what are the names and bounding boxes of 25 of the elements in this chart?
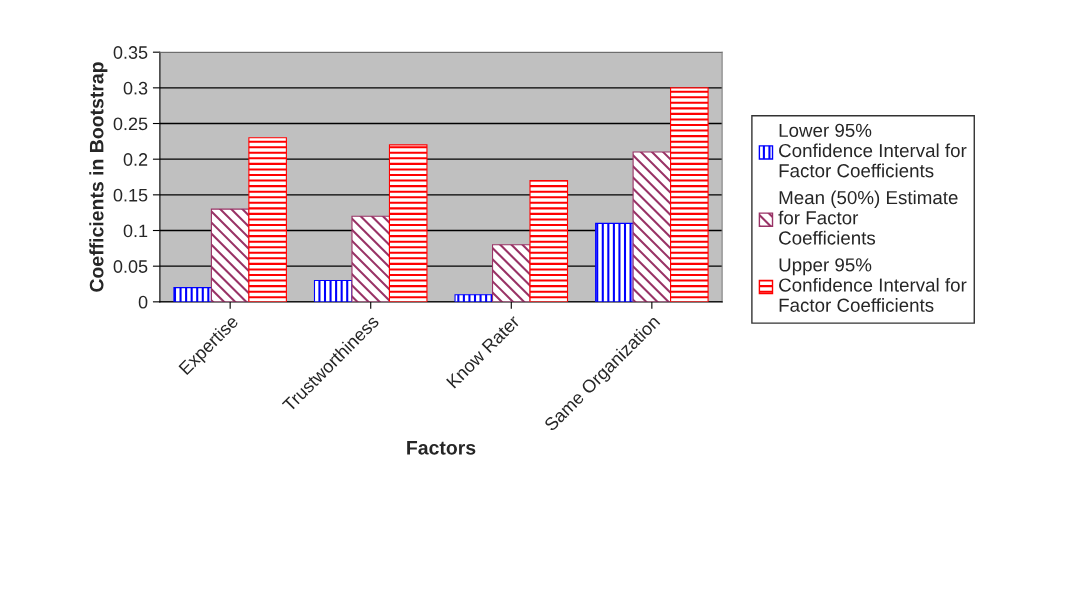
bar	[529, 180, 569, 302]
y-tick-label: 0.25	[113, 117, 148, 131]
legend-label: Lower 95% Confidence Interval for Factor Coefficients	[779, 123, 967, 178]
y-tick-label: 0.3	[123, 81, 148, 95]
legend-label: Mean (50%) Estimate for Factor Coefficients	[778, 190, 958, 245]
bar	[313, 279, 353, 302]
y-tick-label: 0.05	[113, 260, 148, 273]
bar	[632, 151, 672, 302]
y-tick-label: 0	[138, 295, 148, 309]
bar	[173, 287, 212, 302]
y-tick-label: 0.1	[123, 224, 148, 238]
bar	[595, 222, 634, 302]
bar	[248, 137, 287, 302]
bar	[388, 144, 428, 302]
y-axis-title: Coefficients in Bootstrap	[89, 62, 108, 292]
bar	[670, 87, 709, 302]
y-tick-label: 0.35	[113, 46, 148, 59]
bar	[351, 215, 391, 302]
legend-label: Upper 95% Confidence Interval for Factor Coefficients	[779, 258, 967, 312]
bar	[454, 294, 494, 302]
y-tick-label: 0.15	[113, 188, 148, 202]
bar	[491, 244, 531, 302]
x-axis-title: Factors	[407, 441, 476, 455]
y-tick-label: 0.2	[123, 153, 148, 166]
bar	[210, 208, 250, 302]
